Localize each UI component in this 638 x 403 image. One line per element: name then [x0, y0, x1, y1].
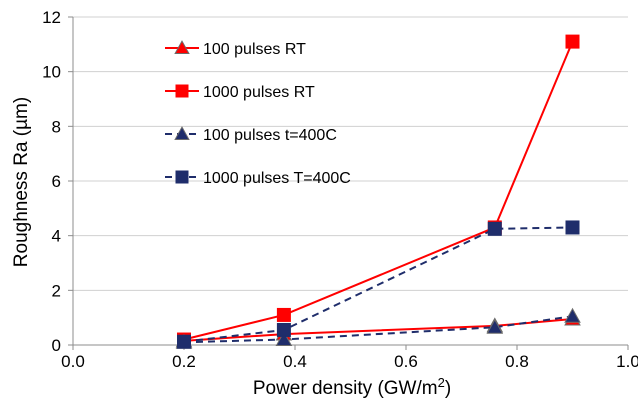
legend-label: 100 pulses RT	[203, 41, 306, 58]
series-2	[177, 34, 580, 347]
legend-marker	[175, 84, 189, 98]
legend-label: 1000 pulses RT	[203, 84, 315, 101]
gridlines	[73, 16, 628, 291]
data-point	[276, 307, 291, 322]
legend: 100 pulses RT 1000 pulses RT 100 pulses t=…	[165, 40, 351, 187]
y-tick-label: 0	[52, 336, 61, 355]
tick-labels: 0 2 4 6 8 10 12 0.0 0.2 0.4 0.6 0.8 1.0	[42, 8, 638, 371]
y-tick-label: 2	[52, 281, 61, 300]
y-tick-label: 12	[42, 8, 61, 27]
series-line	[183, 315, 573, 344]
y-axis-label: Roughness Ra (µm)	[11, 97, 32, 267]
y-tick-label: 10	[42, 63, 61, 82]
series-line	[183, 318, 573, 342]
x-axis-label-superscript: 2	[438, 375, 445, 390]
legend-label: 100 pulses t=400C	[203, 127, 337, 144]
legend-marker	[174, 126, 190, 141]
x-axis-label-suffix: )	[445, 378, 451, 399]
data-point	[276, 322, 291, 337]
legend-item: 1000 pulses T=400C	[165, 170, 351, 187]
data-point	[565, 34, 580, 49]
y-tick-label: 4	[52, 227, 61, 246]
x-tick-label: 1.0	[616, 352, 638, 371]
x-axis-label-main: Power density (GW/m	[253, 378, 438, 399]
axes	[68, 16, 629, 350]
series-4	[177, 220, 580, 349]
data-point	[486, 318, 504, 334]
series-3	[175, 307, 581, 349]
data-point	[487, 221, 502, 236]
series-group	[175, 34, 581, 349]
data-point	[565, 220, 580, 235]
x-tick-label: 0.0	[61, 352, 85, 371]
x-tick-label: 0.8	[505, 352, 529, 371]
data-point	[177, 334, 191, 349]
x-axis-label: Power density (GW/m2)	[253, 375, 451, 399]
x-tick-label: 0.6	[394, 352, 418, 371]
legend-marker	[175, 170, 189, 184]
series-line	[183, 41, 574, 341]
legend-label: 1000 pulses T=400C	[203, 170, 351, 187]
legend-item: 100 pulses RT	[165, 40, 306, 58]
y-tick-label: 8	[52, 117, 61, 136]
legend-marker	[174, 40, 190, 55]
legend-item: 1000 pulses RT	[165, 84, 315, 101]
x-tick-label: 0.2	[172, 352, 196, 371]
y-tick-label: 6	[52, 172, 61, 191]
data-point	[564, 307, 581, 323]
x-tick-label: 0.4	[283, 352, 307, 371]
legend-item: 100 pulses t=400C	[165, 126, 337, 144]
series-line	[183, 226, 573, 343]
data-point	[275, 331, 293, 347]
